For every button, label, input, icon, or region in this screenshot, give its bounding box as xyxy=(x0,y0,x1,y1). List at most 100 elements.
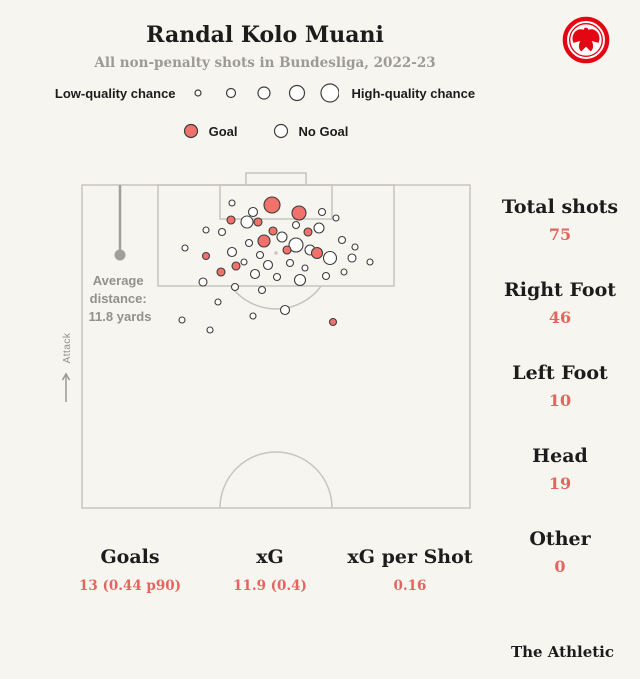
six-yard-box xyxy=(219,184,333,220)
shot-marker-no-goal xyxy=(337,235,347,245)
shot-marker-no-goal xyxy=(351,243,359,251)
shot-marker-no-goal xyxy=(198,277,208,287)
stat-label: Right Foot xyxy=(503,279,617,301)
shot-marker-no-goal xyxy=(230,282,240,292)
bottom-stats-panel: Goals 13 (0.44 p90) xG 11.9 (0.4) xG per… xyxy=(60,546,480,594)
shot-marker-no-goal xyxy=(293,273,307,287)
crest-eagle-head xyxy=(583,27,589,33)
stat-label: xG xyxy=(256,546,284,568)
low-quality-label: Low-quality chance xyxy=(54,85,176,101)
shot-marker-no-goal xyxy=(202,226,210,234)
shot-marker-no-goal xyxy=(255,250,265,260)
shot-marker-no-goal xyxy=(285,258,295,268)
shot-marker-no-goal xyxy=(217,227,227,237)
avg-distance-line3: 11.8 yards xyxy=(89,309,152,324)
goal-dot xyxy=(183,123,198,139)
shot-marker-no-goal xyxy=(262,259,274,271)
shot-marker-goal xyxy=(328,317,338,327)
shot-marker-goal xyxy=(268,226,278,236)
shot-marker-no-goal xyxy=(347,253,357,263)
stat-value: 0 xyxy=(554,557,566,576)
size-dot-5-icon xyxy=(319,83,339,103)
avg-distance-line1: Average xyxy=(93,273,144,288)
shots-layer xyxy=(178,196,374,334)
size-dot-2-icon xyxy=(225,87,236,99)
crest-inner-ring xyxy=(569,23,603,57)
shot-marker-goal xyxy=(303,227,313,237)
shot-marker-no-goal xyxy=(317,207,327,217)
shot-marker-no-goal xyxy=(206,326,214,334)
stat-label: Total shots xyxy=(501,196,619,218)
stat-value: 0.16 xyxy=(393,578,427,594)
size-dot-1-icon xyxy=(193,89,202,97)
shot-marker-goal xyxy=(263,196,281,214)
avg-distance-line2: distance: xyxy=(90,291,147,306)
shot-marker-goal xyxy=(291,205,307,221)
penalty-arc xyxy=(230,285,322,310)
goal-label: Goal xyxy=(208,123,238,139)
page-title: Randal Kolo Muani xyxy=(146,22,384,48)
shot-marker-no-goal xyxy=(240,215,254,229)
stat-label: xG per Shot xyxy=(347,546,473,568)
shot-marker-no-goal xyxy=(240,258,248,266)
shot-marker-no-goal xyxy=(228,199,236,207)
shot-marker-no-goal xyxy=(244,238,254,248)
shot-marker-no-goal xyxy=(276,231,288,243)
avg-distance-label: Average distance: 11.8 yards xyxy=(89,273,152,324)
shot-marker-no-goal xyxy=(366,258,374,266)
page-subtitle: All non-penalty shots in Bundesliga, 202… xyxy=(94,55,436,71)
header: Randal Kolo Muani All non-penalty shots … xyxy=(0,22,530,71)
shot-marker-no-goal xyxy=(257,285,267,295)
outcome-legend: Goal No Goal xyxy=(0,122,530,140)
stat-label: Goals xyxy=(100,546,160,568)
centre-circle-arc xyxy=(219,451,333,509)
shot-marker-goal xyxy=(253,217,263,227)
shot-marker-no-goal xyxy=(301,264,309,272)
no-goal-dot-icon xyxy=(273,123,288,139)
shot-marker-goal xyxy=(310,246,324,260)
shot-marker-goal xyxy=(226,215,236,225)
attack-label: Attack xyxy=(62,332,73,363)
shot-marker-no-goal xyxy=(272,272,282,282)
shot-marker-no-goal xyxy=(321,271,331,281)
stat-label: Other xyxy=(529,528,591,550)
stat-goals: Goals 13 (0.44 p90) xyxy=(60,546,200,594)
shot-marker-goal xyxy=(216,267,226,277)
stat-xg-per-shot: xG per Shot 0.16 xyxy=(340,546,480,594)
avg-distance-marker xyxy=(114,249,126,261)
shot-marker-no-goal xyxy=(332,214,340,222)
pitch-chart: Average distance: 11.8 yards Attack xyxy=(58,170,478,515)
stat-label: Head xyxy=(532,445,588,467)
stat-value: 10 xyxy=(548,391,572,410)
stat-value: 13 (0.44 p90) xyxy=(78,578,182,594)
side-stats-panel: Total shots 75 Right Foot 46 Left Foot 1… xyxy=(485,196,635,576)
shot-marker-no-goal xyxy=(178,316,186,324)
shot-marker-no-goal xyxy=(214,298,222,306)
high-quality-label: High-quality chance xyxy=(351,85,476,101)
attack-arrow-icon xyxy=(61,372,71,402)
size-scale-icons xyxy=(193,83,339,103)
stat-other: Other 0 xyxy=(485,528,635,576)
stat-head: Head 19 xyxy=(485,445,635,493)
shot-marker-no-goal xyxy=(226,246,238,258)
stat-total-shots: Total shots 75 xyxy=(485,196,635,244)
pitch-svg: Average distance: 11.8 yards Attack xyxy=(61,172,471,509)
shot-marker-no-goal xyxy=(291,220,301,230)
eintracht-frankfurt-crest-icon xyxy=(562,16,610,64)
stat-value: 75 xyxy=(548,225,572,244)
stat-left-foot: Left Foot 10 xyxy=(485,362,635,410)
shot-marker-no-goal xyxy=(249,268,261,280)
penalty-spot xyxy=(274,251,278,255)
shot-marker-no-goal xyxy=(313,222,325,234)
shot-marker-no-goal xyxy=(181,244,189,252)
shot-marker-no-goal xyxy=(249,312,257,320)
stat-xg: xG 11.9 (0.4) xyxy=(200,546,340,594)
stat-right-foot: Right Foot 46 xyxy=(485,279,635,327)
shot-marker-no-goal xyxy=(288,237,304,253)
shot-marker-goal xyxy=(257,234,271,248)
stat-value: 19 xyxy=(548,474,572,493)
crest-eagle-icon xyxy=(572,29,600,52)
shot-marker-goal xyxy=(282,245,292,255)
chance-quality-legend: Low-quality chance High-quality chance xyxy=(0,83,530,103)
